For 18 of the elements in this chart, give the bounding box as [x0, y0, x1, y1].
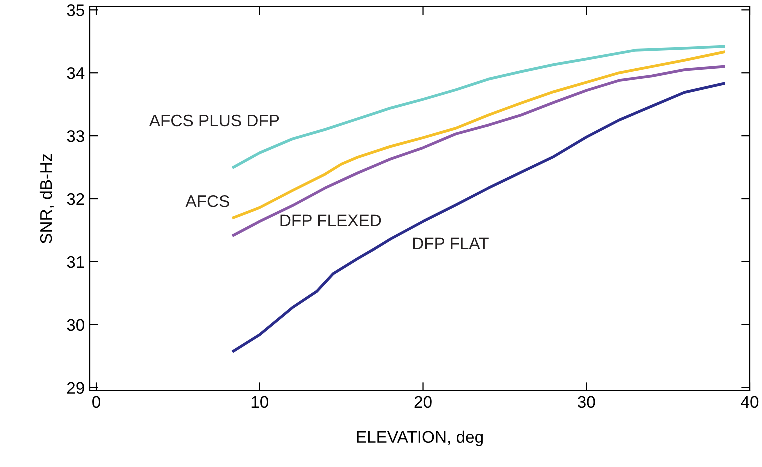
- y-tick-label: 32: [67, 193, 84, 206]
- series-label: DFP FLEXED: [280, 214, 382, 226]
- y-tick-label: 30: [67, 319, 84, 332]
- y-tick-label: 31: [67, 256, 84, 268]
- y-tick-label: 33: [67, 130, 84, 142]
- x-tick-label: 40: [741, 396, 759, 408]
- x-tick-label: 20: [414, 396, 432, 408]
- y-tick-label: 29: [67, 382, 84, 394]
- y-tick-label: 34: [67, 68, 85, 80]
- series-label: AFCS: [186, 196, 230, 208]
- x-axis-title: ELEVATION, deg: [357, 430, 484, 446]
- x-tick-label: 10: [252, 396, 269, 408]
- series-label: DFP FLAT: [413, 238, 489, 250]
- y-axis-title: SNR, dB-Hz: [40, 154, 54, 244]
- x-tick-label: 0: [92, 396, 101, 408]
- x-tick-label: 30: [578, 396, 596, 408]
- y-tick-label: 35: [67, 4, 84, 16]
- series-label: AFCS PLUS DFP: [149, 114, 280, 127]
